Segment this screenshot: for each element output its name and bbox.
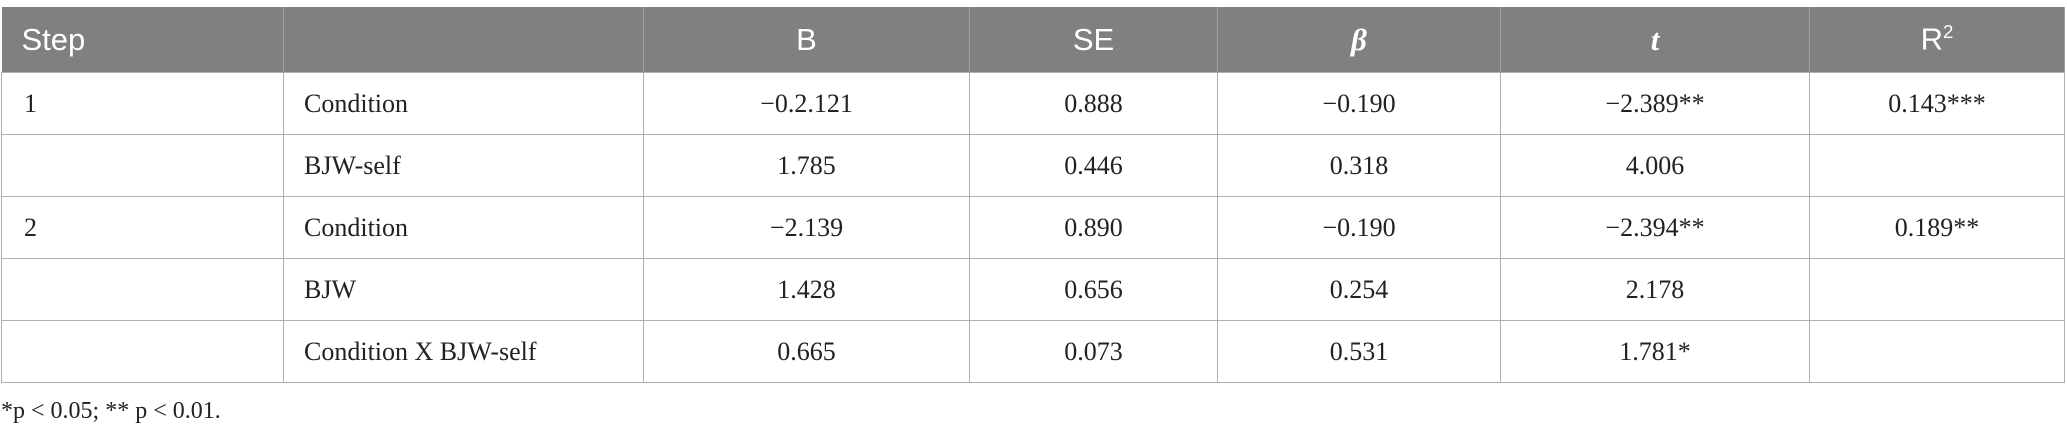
table-row: BJW-self 1.785 0.446 0.318 4.006 [1, 134, 2065, 197]
table-cell: 0.446 [969, 134, 1218, 197]
header-cell: R2 [1809, 7, 2065, 73]
header-text: SE [1072, 21, 1115, 57]
table-cell: 1.428 [643, 258, 970, 321]
table-cell: 0.189** [1809, 196, 2065, 259]
table-cell: 0.143*** [1809, 72, 2065, 135]
header-text: t [1650, 21, 1660, 57]
footnote: *p < 0.05; ** p < 0.01. [1, 398, 221, 424]
table-cell: 0.890 [969, 196, 1218, 259]
table-row: 1 Condition −0.2.121 0.888 −0.190 −2.389** 0.1… [1, 72, 2065, 135]
table-cell: Condition X BJW-self [283, 320, 644, 383]
table-cell [1, 320, 284, 383]
table-cell: 0.318 [1217, 134, 1501, 197]
table-cell: −2.394** [1500, 196, 1810, 259]
table-cell [1, 258, 284, 321]
header-row: Step B SE β t R2 [1, 7, 2065, 73]
table-cell: 1 [1, 72, 284, 135]
table-cell: 0.665 [643, 320, 970, 383]
table-cell [1809, 258, 2065, 321]
header-cell [283, 7, 644, 73]
table-cell: BJW-self [283, 134, 644, 197]
header-cell: t [1500, 7, 1810, 73]
header-cell: Step [1, 7, 284, 73]
header-cell: β [1217, 7, 1501, 73]
table-row: BJW 1.428 0.656 0.254 2.178 [1, 258, 2065, 321]
table-row: 2 Condition −2.139 0.890 −0.190 −2.394** 0.189… [1, 196, 2065, 259]
table-body: 1 Condition −0.2.121 0.888 −0.190 −2.389** 0.1… [1, 72, 2065, 383]
table-cell: −0.2.121 [643, 72, 970, 135]
table-cell [1809, 320, 2065, 383]
table-cell [1, 134, 284, 197]
table-cell: −0.190 [1217, 72, 1501, 135]
regression-table: Step B SE β t R2 1 Condition −0.2.121 0.888 −0.19… [1, 7, 2065, 383]
table-cell: 4.006 [1500, 134, 1810, 197]
table-cell: 0.531 [1217, 320, 1501, 383]
table-cell: 0.656 [969, 258, 1218, 321]
header-text: R [1920, 21, 1944, 57]
header-text: β [1351, 21, 1367, 57]
table-cell: 2.178 [1500, 258, 1810, 321]
table-cell: 1.785 [643, 134, 970, 197]
table-cell: Condition [283, 196, 644, 259]
table-cell: 0.073 [969, 320, 1218, 383]
table-cell: 0.888 [969, 72, 1218, 135]
header-superscript: 2 [1943, 21, 1954, 43]
table-cell: 1.781* [1500, 320, 1810, 383]
table-cell: −0.190 [1217, 196, 1501, 259]
header-cell: B [643, 7, 970, 73]
header-text: B [796, 21, 817, 57]
table-cell: −2.389** [1500, 72, 1810, 135]
table-cell: 0.254 [1217, 258, 1501, 321]
table-cell: BJW [283, 258, 644, 321]
table-row: Condition X BJW-self 0.665 0.073 0.531 1.781… [1, 320, 2065, 383]
table-cell: −2.139 [643, 196, 970, 259]
table-cell [1809, 134, 2065, 197]
header-text: Step [21, 21, 86, 57]
table-cell: Condition [283, 72, 644, 135]
header-cell: SE [969, 7, 1218, 73]
table-cell: 2 [1, 196, 284, 259]
